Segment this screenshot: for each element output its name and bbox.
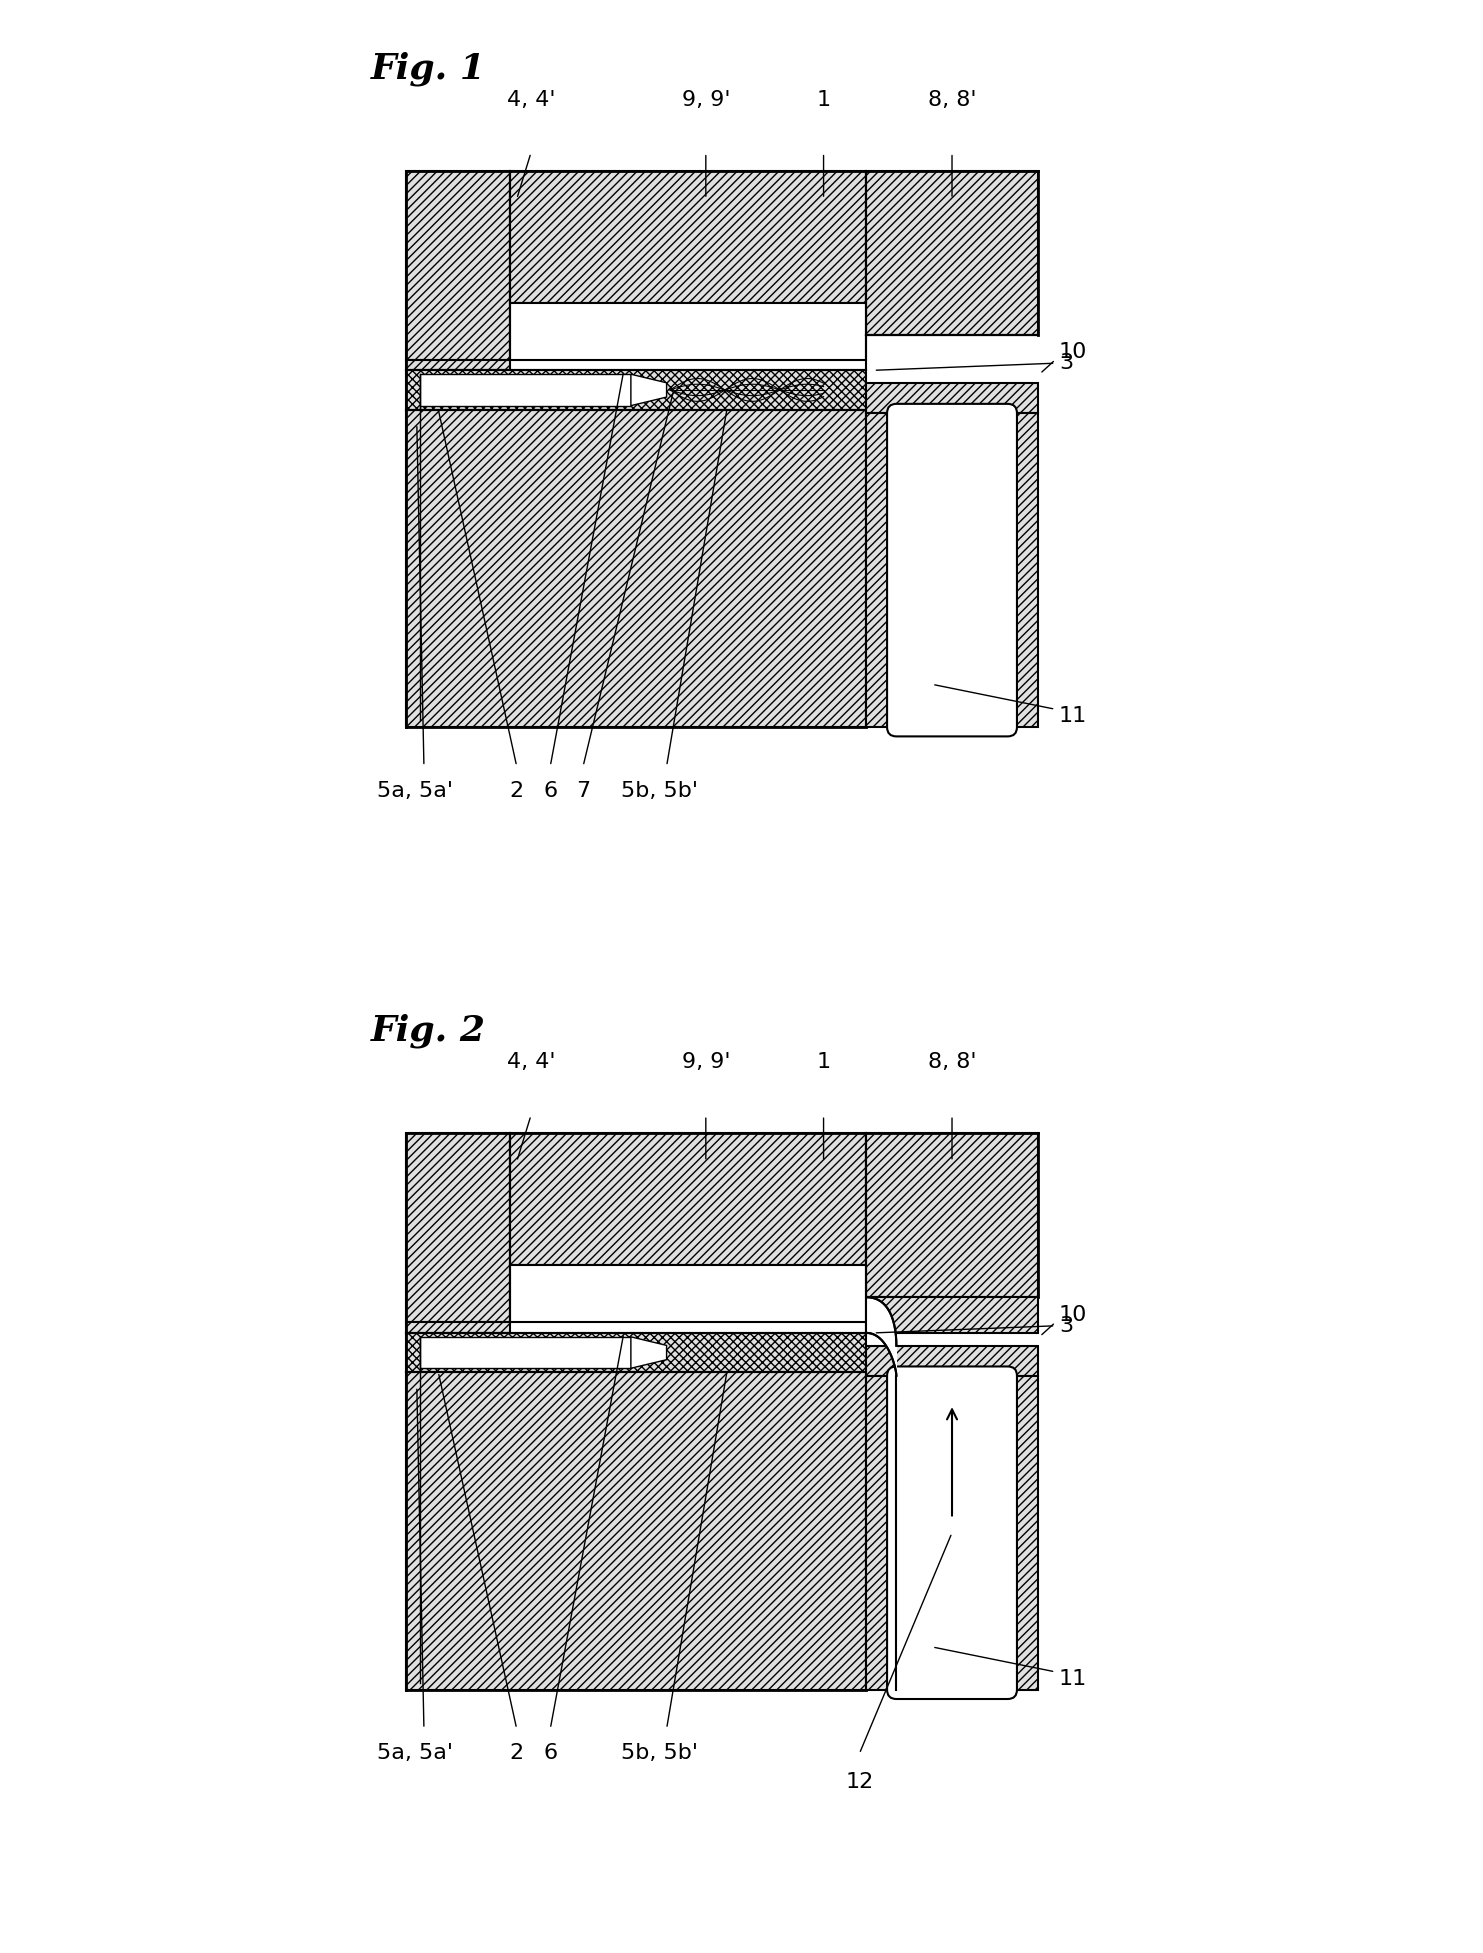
Bar — [406, 1322, 510, 1334]
Bar — [510, 1133, 866, 1266]
FancyBboxPatch shape — [887, 1367, 1017, 1699]
Bar — [510, 1266, 866, 1322]
Text: 7: 7 — [575, 781, 590, 801]
Text: 2: 2 — [510, 1744, 523, 1764]
Text: 9, 9': 9, 9' — [682, 90, 730, 109]
Polygon shape — [866, 1297, 896, 1375]
Text: 1: 1 — [817, 90, 830, 109]
Text: 2: 2 — [510, 781, 523, 801]
Bar — [866, 1297, 1038, 1334]
Bar — [866, 1375, 896, 1689]
Text: 10: 10 — [1059, 1305, 1087, 1324]
Polygon shape — [630, 375, 666, 406]
Bar — [406, 371, 866, 410]
Text: 4, 4': 4, 4' — [507, 1053, 555, 1072]
Text: 5a, 5a': 5a, 5a' — [377, 781, 452, 801]
FancyBboxPatch shape — [887, 404, 1017, 736]
Text: 11: 11 — [1059, 1670, 1087, 1689]
Bar — [406, 410, 866, 727]
Text: 6: 6 — [543, 1744, 558, 1764]
Bar — [406, 1373, 866, 1689]
Bar — [1007, 414, 1038, 727]
Text: 3: 3 — [1059, 1316, 1074, 1336]
Bar — [420, 1338, 630, 1369]
Bar — [510, 170, 866, 303]
Text: 4, 4': 4, 4' — [507, 90, 555, 109]
Bar — [1007, 1375, 1038, 1689]
Polygon shape — [630, 1338, 666, 1369]
Text: 5b, 5b': 5b, 5b' — [621, 1744, 698, 1764]
Text: 1: 1 — [817, 1053, 830, 1072]
Bar — [866, 1346, 1038, 1375]
Bar — [866, 1133, 1038, 1297]
Bar — [406, 170, 510, 359]
Text: 12: 12 — [845, 1771, 873, 1791]
Text: 3: 3 — [1059, 353, 1074, 373]
Text: 5b, 5b': 5b, 5b' — [621, 781, 698, 801]
Text: 8, 8': 8, 8' — [928, 1053, 976, 1072]
Text: 5a, 5a': 5a, 5a' — [377, 1744, 452, 1764]
Bar — [406, 359, 510, 371]
Bar — [420, 375, 630, 406]
Text: Fig. 1: Fig. 1 — [371, 51, 486, 86]
Bar — [406, 1334, 866, 1373]
Bar — [510, 303, 866, 359]
Text: Fig. 2: Fig. 2 — [371, 1014, 486, 1049]
Text: 11: 11 — [1059, 707, 1087, 727]
Text: 10: 10 — [1059, 342, 1087, 363]
Text: 6: 6 — [543, 781, 558, 801]
Bar — [866, 414, 896, 727]
Bar — [866, 170, 1038, 334]
Bar — [866, 383, 1038, 414]
Text: 8, 8': 8, 8' — [928, 90, 976, 109]
Bar — [406, 1133, 510, 1322]
Text: 9, 9': 9, 9' — [682, 1053, 730, 1072]
